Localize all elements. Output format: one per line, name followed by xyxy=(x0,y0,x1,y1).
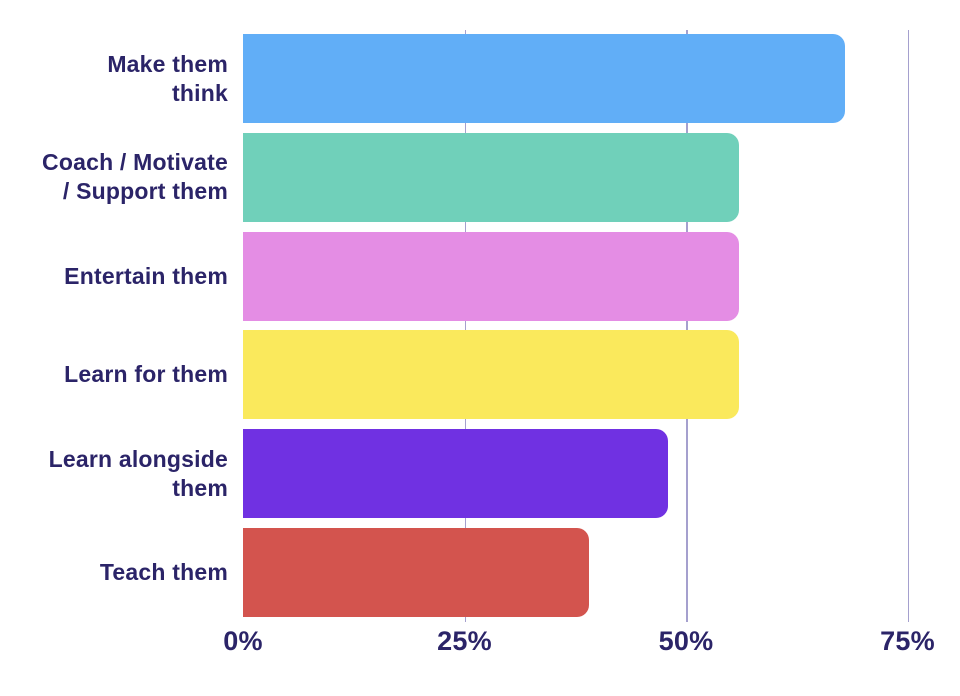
x-axis-tick-label: 25% xyxy=(437,626,492,656)
bar-row: Make them think xyxy=(0,34,960,123)
gridline-25% xyxy=(464,30,466,622)
bar-row: Entertain them xyxy=(0,231,960,321)
bar-row: Learn for them xyxy=(0,330,960,420)
gridline-75% xyxy=(907,30,909,622)
category-label: Teach them xyxy=(99,559,228,585)
bar-row: Teach them xyxy=(0,528,960,617)
gridline-50% xyxy=(686,30,688,622)
bar xyxy=(243,330,740,420)
category-label: Entertain them xyxy=(64,262,228,289)
x-axis-tick-label: 0% xyxy=(223,626,263,656)
category-label: Make them think xyxy=(107,50,228,106)
bar xyxy=(243,429,669,519)
bar-row: Coach / Motivate / Support them xyxy=(0,132,960,222)
bar xyxy=(243,132,740,222)
x-axis-tick-label: 75% xyxy=(880,626,935,656)
category-label: Coach / Motivate / Support them xyxy=(42,149,228,205)
bar xyxy=(243,231,740,321)
x-axis-tick-label: 50% xyxy=(658,626,714,656)
category-label: Learn alongside them xyxy=(48,445,228,501)
bar xyxy=(243,34,846,123)
bar-row: Learn alongside them xyxy=(0,429,960,519)
bar xyxy=(243,528,589,617)
category-label: Learn for them xyxy=(64,361,228,388)
